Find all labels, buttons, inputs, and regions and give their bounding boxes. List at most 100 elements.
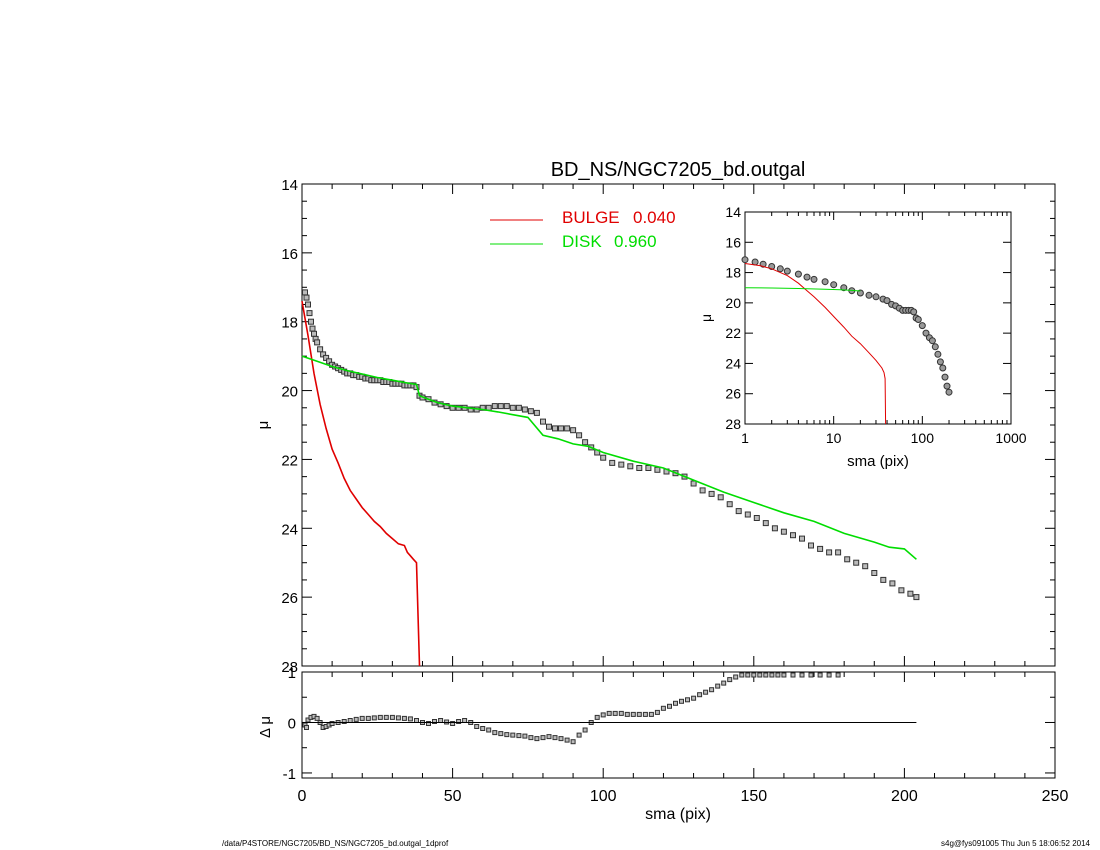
data-point <box>771 525 778 532</box>
inset-data-point <box>934 350 942 358</box>
residual-point <box>642 711 648 717</box>
inset-y-tick-label: 24 <box>725 355 741 371</box>
data-point <box>521 406 528 413</box>
inset-y-tick-label: 14 <box>725 204 741 220</box>
inset-data-point <box>945 388 953 396</box>
data-point <box>690 480 697 487</box>
residual-point <box>624 711 630 717</box>
inset-data-point <box>810 275 818 283</box>
residual-point <box>341 719 347 724</box>
data-point <box>308 318 314 325</box>
residual-point <box>534 736 540 742</box>
main-series-group <box>301 289 920 667</box>
inset-data-point <box>741 256 749 264</box>
residual-x-tick-label: 50 <box>444 788 462 805</box>
residual-point <box>486 727 492 733</box>
residual-point <box>414 718 419 723</box>
data-point <box>717 494 724 501</box>
inset-x-tick-label: 1000 <box>995 430 1026 446</box>
main-y-axis-label: μ <box>255 421 272 430</box>
residual-point <box>432 719 437 724</box>
residual-point <box>679 698 684 704</box>
residual-point <box>709 687 715 693</box>
series-line-bulge <box>301 300 421 667</box>
data-point <box>303 294 310 301</box>
data-point <box>654 466 661 473</box>
data-point <box>790 532 796 539</box>
residual-point <box>401 715 407 721</box>
residual-point <box>636 711 642 717</box>
residual-point <box>745 672 751 678</box>
main-y-tick-label: 18 <box>281 315 298 332</box>
data-point <box>564 425 571 432</box>
residual-point <box>456 719 462 724</box>
data-point <box>744 511 751 518</box>
residual-point <box>504 732 510 738</box>
data-point <box>826 549 833 556</box>
legend-bulge-label: BULGE <box>562 208 620 227</box>
footer-file-path: /data/P4STORE/NGC7205/BD_NS/NGC7205_bd.o… <box>222 839 449 848</box>
data-point <box>314 339 321 346</box>
inset-data-point <box>865 291 873 299</box>
residual-point <box>727 677 733 683</box>
residual-point <box>606 710 612 716</box>
data-point <box>817 545 824 552</box>
data-point <box>898 587 905 594</box>
residual-x-axis-label: sma (pix) <box>645 806 711 823</box>
inset-axes: 14 16 18 20 22 24 26 281 10 100 1000 <box>725 204 1026 446</box>
residual-point <box>474 724 480 729</box>
inset-y-axis-label: μ <box>698 314 714 322</box>
residual-point <box>594 714 600 720</box>
residual-point <box>407 716 413 722</box>
data-point <box>907 590 914 597</box>
data-point <box>533 409 540 416</box>
inset-data-point <box>783 267 791 275</box>
main-y-tick-label: 16 <box>281 246 298 263</box>
data-point <box>527 408 534 415</box>
inset-data-point <box>914 316 922 323</box>
inset-data-point <box>936 358 944 366</box>
inset-data-point <box>941 373 949 381</box>
inset-panel: 14 16 18 20 22 24 26 281 10 100 1000 sma (pix) μ <box>698 204 1027 470</box>
residual-point <box>673 700 678 706</box>
inset-data-point <box>840 284 848 292</box>
data-point <box>311 330 317 337</box>
main-y-tick-label: 28 <box>281 659 298 676</box>
data-point <box>497 403 504 410</box>
data-point <box>889 580 896 587</box>
residual-series-group <box>302 672 917 745</box>
inset-data-point <box>943 382 951 390</box>
data-point <box>844 556 851 563</box>
residual-point <box>564 737 570 743</box>
residual-point <box>685 697 690 703</box>
inset-x-tick-label: 100 <box>911 430 935 446</box>
inset-y-tick-label: 22 <box>725 325 741 341</box>
data-point <box>618 461 625 468</box>
residual-point <box>582 727 588 733</box>
residual-point <box>558 736 564 742</box>
data-point <box>503 403 510 410</box>
inset-data-point <box>776 265 784 273</box>
main-y-tick-label: 20 <box>281 384 298 401</box>
data-point <box>808 542 814 549</box>
inset-data-point <box>751 258 759 266</box>
residual-point <box>757 672 763 678</box>
residual-point <box>781 672 787 678</box>
data-point <box>645 465 652 471</box>
data-point <box>558 425 564 432</box>
residual-point <box>808 672 814 678</box>
residual-point <box>510 732 516 738</box>
residual-point <box>630 711 636 717</box>
data-point <box>627 463 634 470</box>
inset-x-axis-label: sma (pix) <box>847 453 909 470</box>
legend: BULGE 0.040 DISK 0.960 <box>490 208 676 251</box>
residual-point <box>450 721 456 726</box>
residual-point <box>353 716 359 722</box>
residual-point <box>835 672 841 678</box>
residual-point <box>769 672 775 678</box>
inset-data-point <box>928 337 936 345</box>
residual-point <box>799 672 805 678</box>
series-line-disk <box>301 355 917 560</box>
inset-plot-frame <box>744 211 1012 425</box>
